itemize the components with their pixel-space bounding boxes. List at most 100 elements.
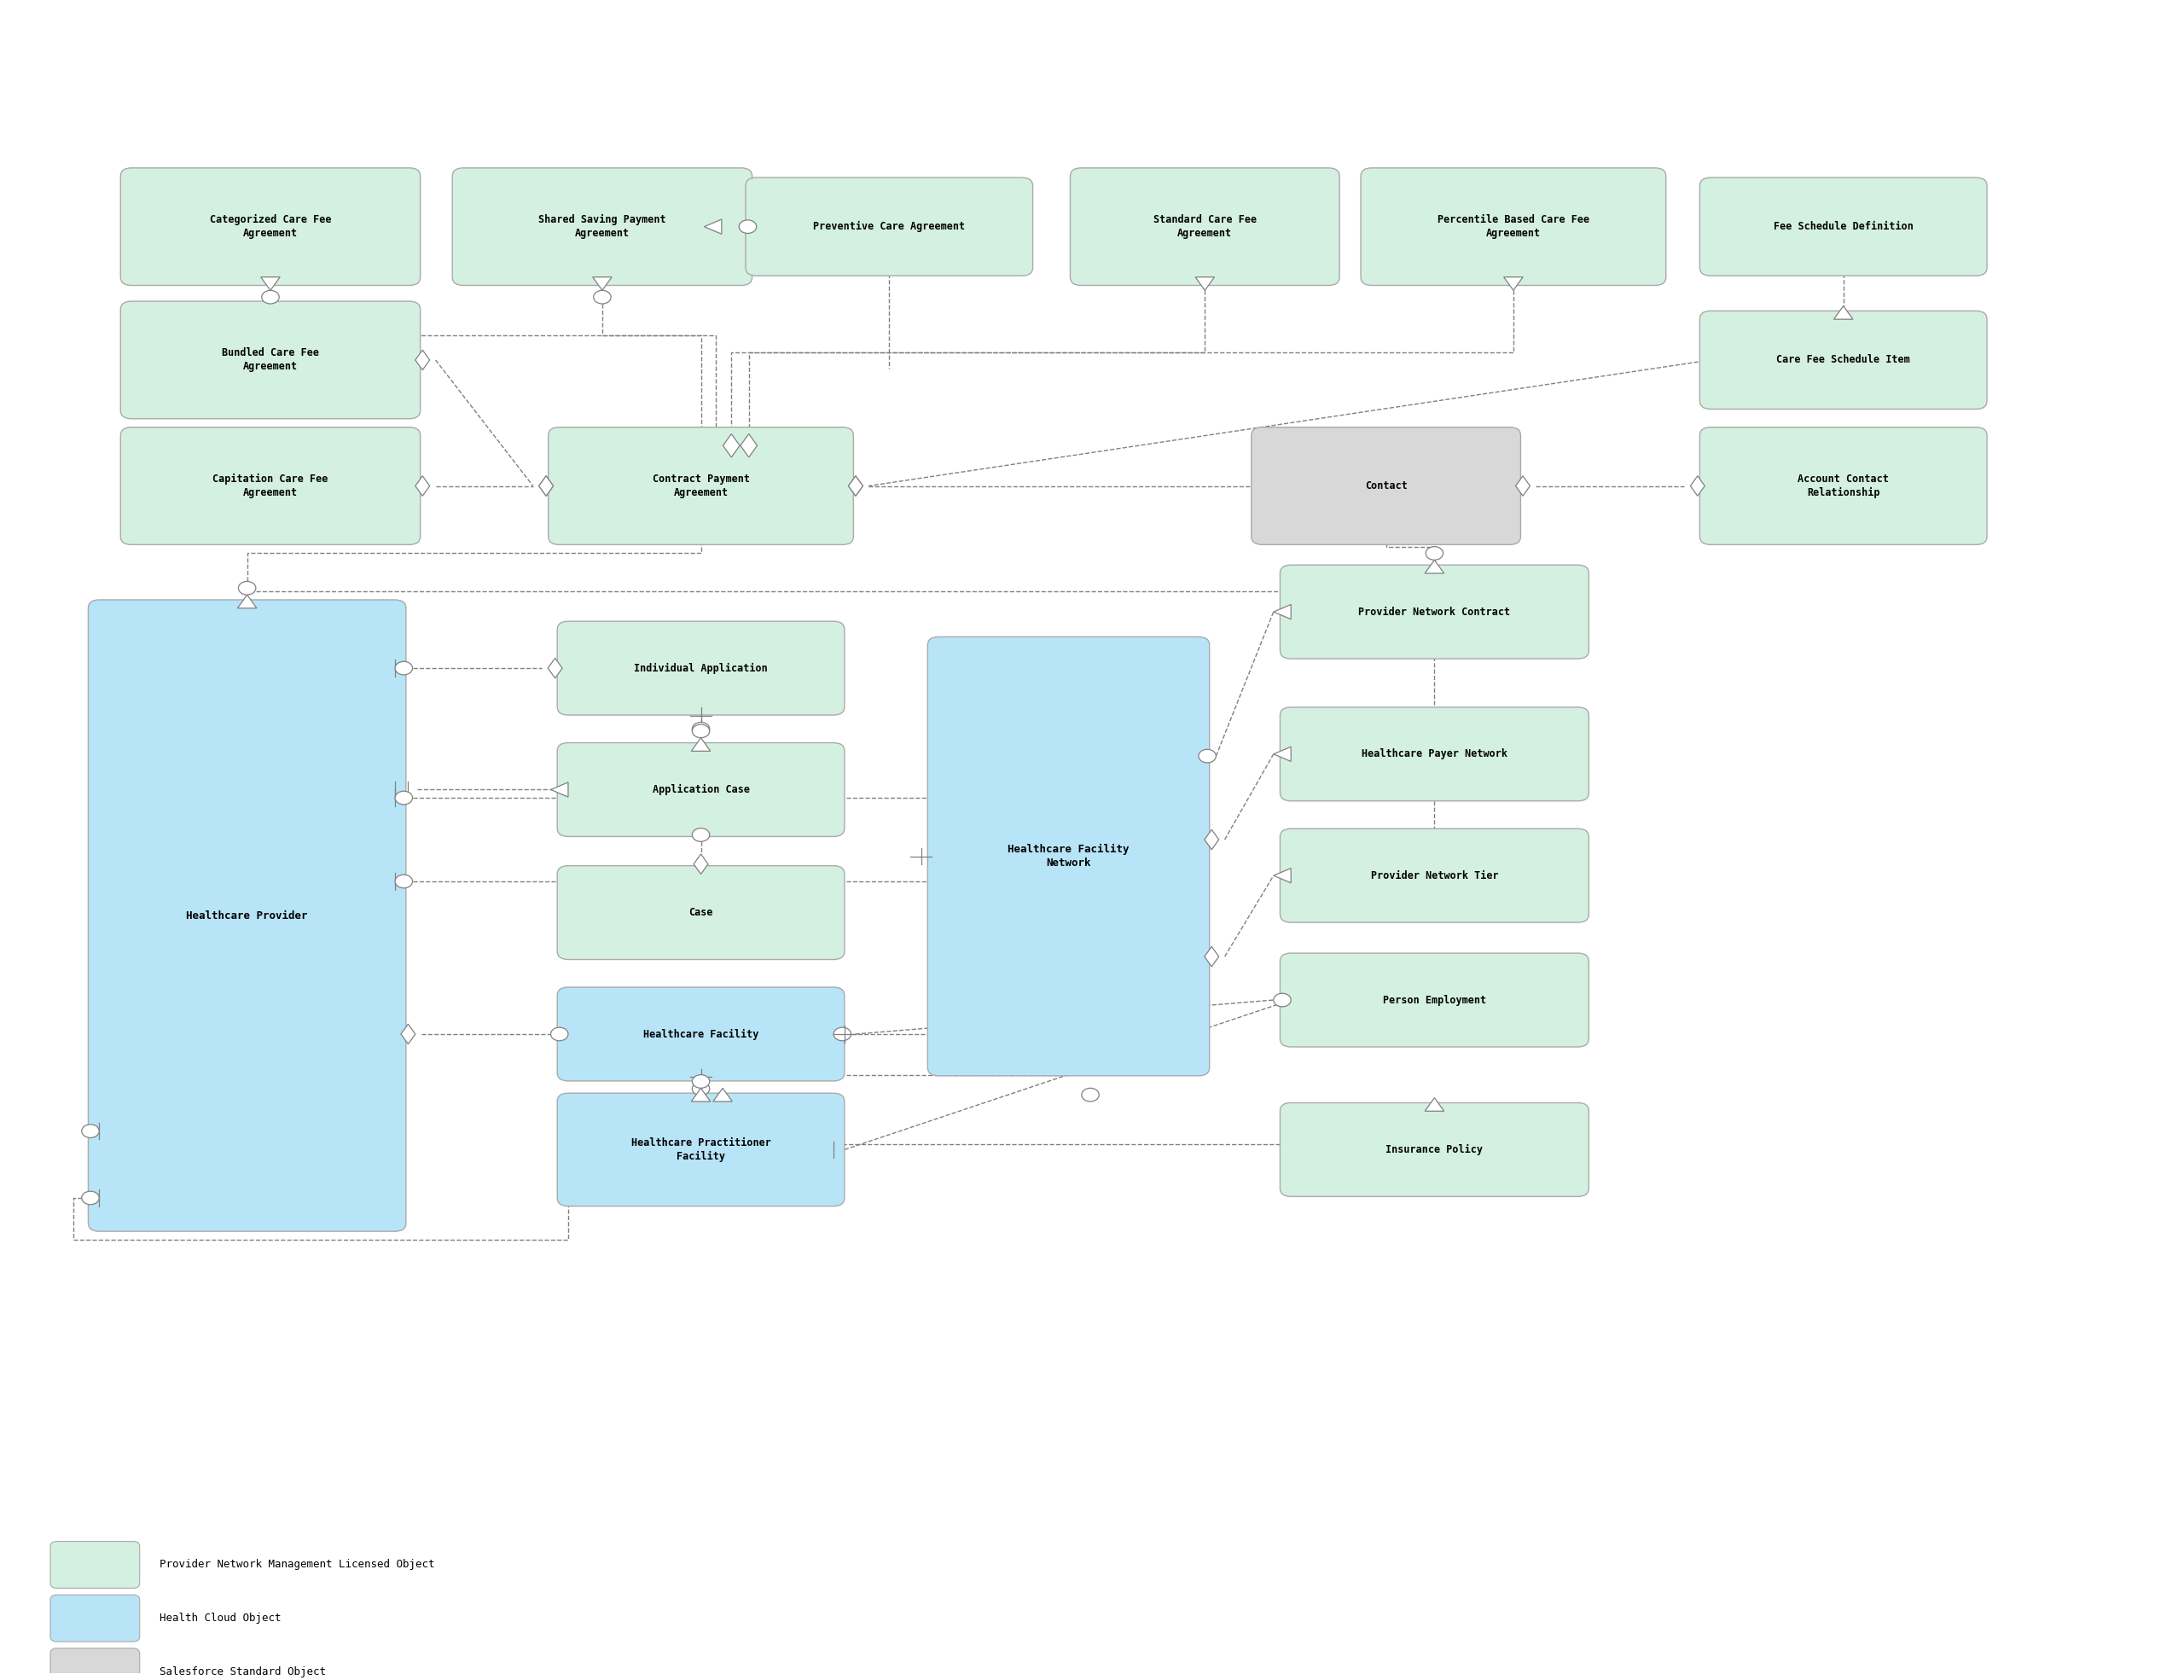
Text: Individual Application: Individual Application	[633, 662, 769, 674]
Polygon shape	[402, 1025, 415, 1043]
FancyBboxPatch shape	[120, 168, 419, 286]
Text: Insurance Policy: Insurance Policy	[1387, 1144, 1483, 1156]
Text: Care Fee Schedule Item: Care Fee Schedule Item	[1776, 354, 1911, 366]
Text: Person Employment: Person Employment	[1382, 995, 1485, 1006]
Polygon shape	[703, 220, 721, 234]
Text: Standard Care Fee
Agreement: Standard Care Fee Agreement	[1153, 215, 1256, 239]
FancyBboxPatch shape	[1699, 311, 1987, 410]
Polygon shape	[1273, 605, 1291, 620]
Polygon shape	[847, 475, 863, 496]
FancyBboxPatch shape	[1361, 168, 1666, 286]
Text: Contract Payment
Agreement: Contract Payment Agreement	[653, 474, 749, 499]
Text: Capitation Care Fee
Agreement: Capitation Care Fee Agreement	[212, 474, 328, 499]
Circle shape	[692, 722, 710, 736]
Text: Healthcare Payer Network: Healthcare Payer Network	[1361, 749, 1507, 759]
FancyBboxPatch shape	[1280, 828, 1588, 922]
Text: Healthcare Practitioner
Facility: Healthcare Practitioner Facility	[631, 1137, 771, 1163]
Circle shape	[1199, 749, 1216, 763]
Polygon shape	[415, 475, 430, 496]
FancyBboxPatch shape	[745, 178, 1033, 276]
FancyBboxPatch shape	[1699, 178, 1987, 276]
Polygon shape	[592, 277, 612, 291]
Polygon shape	[1835, 306, 1852, 319]
FancyBboxPatch shape	[557, 988, 845, 1080]
Circle shape	[1081, 1089, 1099, 1102]
Circle shape	[395, 791, 413, 805]
Polygon shape	[740, 433, 758, 457]
Circle shape	[1426, 546, 1444, 559]
FancyBboxPatch shape	[1280, 707, 1588, 801]
FancyBboxPatch shape	[50, 1648, 140, 1680]
Polygon shape	[415, 349, 430, 370]
Polygon shape	[550, 783, 568, 796]
Circle shape	[834, 1028, 852, 1042]
FancyBboxPatch shape	[1070, 168, 1339, 286]
Polygon shape	[1203, 830, 1219, 850]
Text: Healthcare Provider: Healthcare Provider	[186, 911, 308, 921]
FancyBboxPatch shape	[557, 622, 845, 716]
Text: Provider Network Management Licensed Object: Provider Network Management Licensed Obj…	[159, 1559, 435, 1571]
FancyBboxPatch shape	[557, 865, 845, 959]
FancyBboxPatch shape	[1280, 953, 1588, 1047]
Text: Preventive Care Agreement: Preventive Care Agreement	[812, 222, 965, 232]
FancyBboxPatch shape	[557, 743, 845, 837]
Polygon shape	[692, 1089, 710, 1102]
Text: Salesforce Standard Object: Salesforce Standard Object	[159, 1667, 325, 1677]
Text: Provider Network Tier: Provider Network Tier	[1372, 870, 1498, 880]
Polygon shape	[1424, 1097, 1444, 1110]
Circle shape	[692, 1075, 710, 1089]
FancyBboxPatch shape	[1280, 1102, 1588, 1196]
Circle shape	[395, 662, 413, 675]
Polygon shape	[695, 853, 708, 874]
FancyBboxPatch shape	[452, 168, 751, 286]
FancyBboxPatch shape	[928, 637, 1210, 1075]
Text: Case: Case	[688, 907, 712, 919]
Text: Account Contact
Relationship: Account Contact Relationship	[1797, 474, 1889, 499]
Polygon shape	[847, 475, 863, 496]
Polygon shape	[1203, 946, 1219, 966]
Polygon shape	[1505, 277, 1522, 291]
Circle shape	[262, 291, 280, 304]
Polygon shape	[692, 738, 710, 751]
Polygon shape	[238, 595, 258, 608]
Text: Provider Network Contract: Provider Network Contract	[1358, 606, 1511, 618]
Polygon shape	[539, 475, 553, 496]
Text: Health Cloud Object: Health Cloud Object	[159, 1613, 282, 1625]
Text: Healthcare Facility
Network: Healthcare Facility Network	[1007, 843, 1129, 869]
Text: Fee Schedule Definition: Fee Schedule Definition	[1773, 222, 1913, 232]
Text: Healthcare Facility: Healthcare Facility	[642, 1028, 758, 1040]
Circle shape	[738, 220, 756, 234]
Polygon shape	[1516, 475, 1531, 496]
Polygon shape	[1273, 869, 1291, 884]
Circle shape	[238, 581, 256, 595]
FancyBboxPatch shape	[120, 301, 419, 418]
FancyBboxPatch shape	[1251, 427, 1520, 544]
Polygon shape	[712, 1089, 732, 1102]
FancyBboxPatch shape	[1699, 427, 1987, 544]
FancyBboxPatch shape	[87, 600, 406, 1231]
Circle shape	[81, 1191, 98, 1205]
Polygon shape	[1195, 277, 1214, 291]
FancyBboxPatch shape	[50, 1594, 140, 1641]
Circle shape	[594, 291, 612, 304]
FancyBboxPatch shape	[557, 1094, 845, 1206]
Circle shape	[692, 828, 710, 842]
FancyBboxPatch shape	[1280, 564, 1588, 659]
Circle shape	[692, 1082, 710, 1095]
Circle shape	[395, 875, 413, 889]
Polygon shape	[548, 659, 561, 679]
Polygon shape	[1273, 746, 1291, 761]
Text: Percentile Based Care Fee
Agreement: Percentile Based Care Fee Agreement	[1437, 215, 1590, 239]
Circle shape	[1273, 993, 1291, 1006]
Polygon shape	[1424, 559, 1444, 573]
FancyBboxPatch shape	[120, 427, 419, 544]
Circle shape	[692, 724, 710, 738]
Text: Shared Saving Payment
Agreement: Shared Saving Payment Agreement	[539, 215, 666, 239]
Circle shape	[550, 1028, 568, 1042]
Polygon shape	[723, 433, 740, 457]
Text: Contact: Contact	[1365, 480, 1406, 492]
Text: Categorized Care Fee
Agreement: Categorized Care Fee Agreement	[210, 215, 332, 239]
Polygon shape	[260, 277, 280, 291]
Text: Bundled Care Fee
Agreement: Bundled Care Fee Agreement	[223, 348, 319, 373]
Text: Application Case: Application Case	[653, 785, 749, 795]
